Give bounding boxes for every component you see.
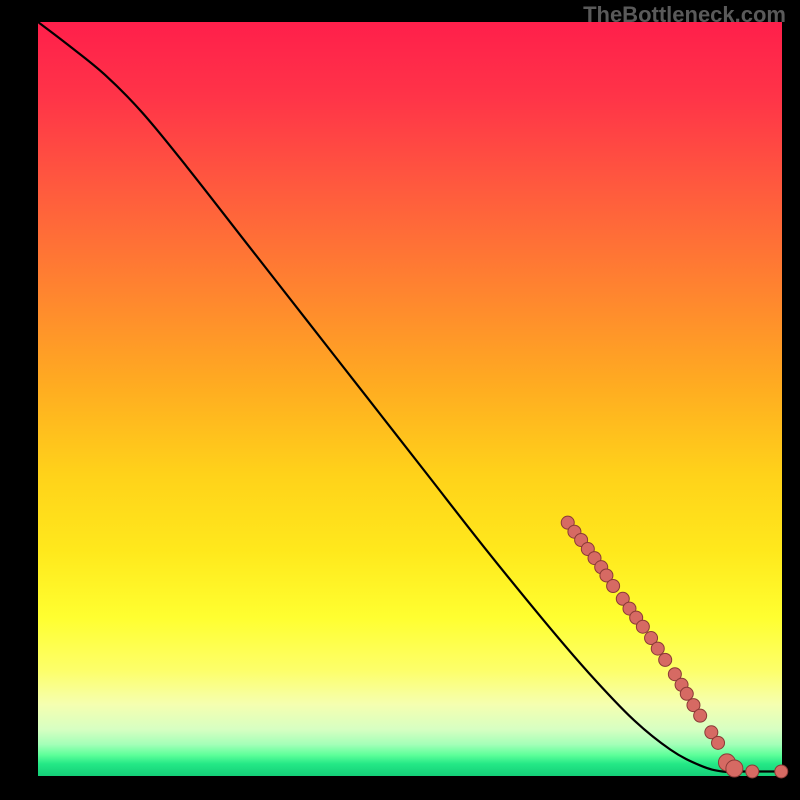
data-marker xyxy=(680,687,693,700)
data-marker xyxy=(694,709,707,722)
data-marker xyxy=(746,765,759,778)
chart-container: TheBottleneck.com xyxy=(0,0,800,800)
data-marker xyxy=(651,642,664,655)
data-marker xyxy=(775,765,788,778)
data-marker xyxy=(636,620,649,633)
data-marker xyxy=(726,760,743,777)
data-marker xyxy=(607,579,620,592)
chart-plot xyxy=(0,0,800,800)
watermark-text: TheBottleneck.com xyxy=(583,2,786,28)
data-marker xyxy=(659,653,672,666)
data-marker xyxy=(712,736,725,749)
